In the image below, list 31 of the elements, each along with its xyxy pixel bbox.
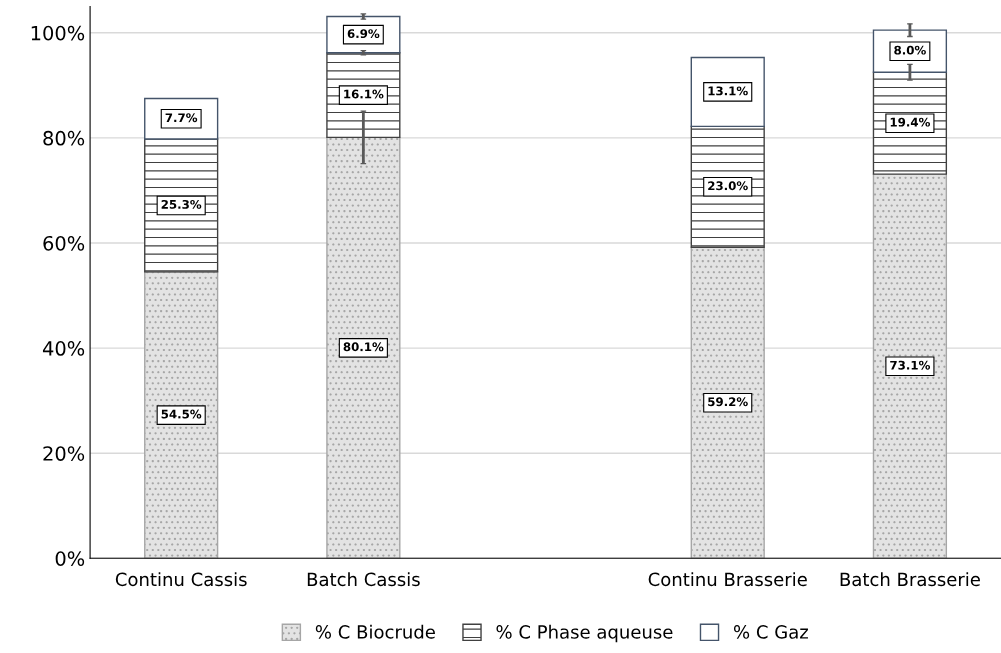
bar [144,138,219,273]
legend-label: % C Phase aqueuse [496,624,673,643]
bar [690,125,765,248]
data-label: 7.7% [165,113,198,123]
data-label: 16.1% [344,89,384,99]
data-label: 13.1% [708,86,748,96]
legend-label: % C Biocrude [315,624,435,639]
data-label: 23.0% [708,181,748,191]
data-label: 25.3% [161,199,202,209]
y-tick-label: 0% [55,551,85,566]
y-tick-label: 60% [43,235,85,251]
bar [326,136,401,559]
x-tick-label: Batch Cassis [307,572,420,587]
bar [872,173,948,559]
y-tick-label: 20% [43,446,85,461]
data-label: 54.5% [161,409,202,419]
bar [144,271,219,559]
data-label: 8.0% [894,45,926,55]
data-label: 19.4% [890,117,931,127]
legend-label: % C Gaz [733,625,808,639]
y-tick-label: 100% [31,25,85,41]
y-tick-label: 80% [43,130,85,146]
bar [690,246,765,559]
y-tick-label: 40% [42,341,85,356]
data-label: 6.9% [347,29,380,39]
x-tick-label: Continu Cassis [115,572,247,587]
data-label: 80.1% [343,342,384,352]
data-label: 73.1% [890,360,931,370]
x-tick-label: Batch Brasserie [840,572,980,587]
data-label: 59.2% [708,397,748,407]
x-tick-label: Continu Brasserie [648,572,807,587]
